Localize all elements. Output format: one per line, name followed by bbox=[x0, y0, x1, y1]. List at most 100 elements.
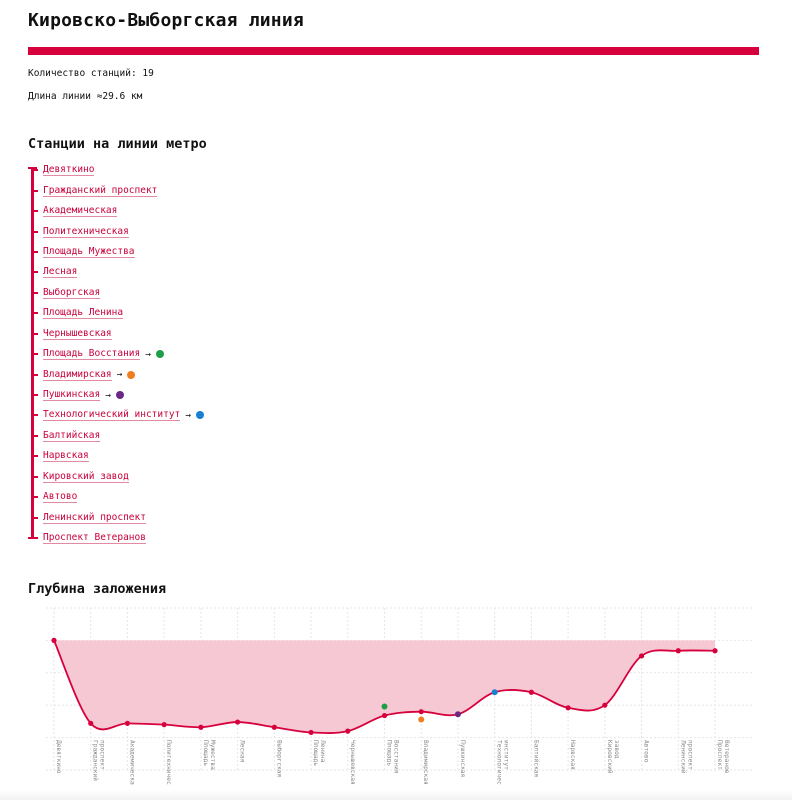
station-tick bbox=[33, 250, 38, 253]
depth-point bbox=[198, 724, 204, 730]
station-link[interactable]: Академическая bbox=[43, 205, 118, 218]
station-tick bbox=[33, 434, 38, 437]
station-tick bbox=[33, 210, 38, 213]
transfer-dot[interactable] bbox=[155, 350, 164, 359]
page-title: Кировско-Выборгская линия bbox=[28, 10, 304, 31]
x-tick-label: Восстания bbox=[393, 740, 400, 774]
station-item: Ленинский проспект bbox=[28, 507, 204, 527]
x-tick-label: Площадь bbox=[202, 740, 209, 766]
depth-point bbox=[675, 648, 681, 654]
x-tick-label: Кировский bbox=[606, 740, 614, 774]
station-tick bbox=[33, 189, 38, 192]
station-item: Девяткино bbox=[28, 160, 204, 180]
x-tick-label: Девяткино bbox=[55, 740, 62, 774]
x-tick-label: Мужества bbox=[209, 740, 216, 770]
station-item: Чернышевская bbox=[28, 324, 204, 344]
station-link[interactable]: Автово bbox=[43, 491, 78, 504]
station-tick bbox=[33, 312, 38, 315]
x-tick-label: завод bbox=[613, 740, 620, 759]
x-tick-label: Ленинский bbox=[679, 740, 687, 774]
station-link[interactable]: Лесная bbox=[43, 266, 78, 279]
stations-list: Девяткино Гражданский проспект Академическ… bbox=[28, 160, 205, 548]
depth-point bbox=[271, 724, 277, 730]
station-tick bbox=[33, 496, 38, 499]
stations-heading: Станции на линии метро bbox=[28, 136, 207, 152]
depth-chart: Девяткино Гражданский проспект Академическа… bbox=[46, 607, 752, 785]
station-link[interactable]: Технологический институт bbox=[43, 409, 181, 422]
depth-heading: Глубина заложения bbox=[28, 581, 167, 597]
x-tick-label: институт bbox=[503, 740, 510, 770]
transfer-dot[interactable] bbox=[127, 370, 136, 379]
depth-point bbox=[51, 637, 57, 643]
transfer-marker bbox=[381, 703, 388, 710]
station-tick bbox=[33, 537, 38, 540]
x-tick-label: проспект bbox=[686, 740, 693, 770]
depth-point bbox=[345, 728, 351, 734]
station-link[interactable]: Политехническая bbox=[43, 225, 129, 238]
line-color-bar bbox=[28, 47, 759, 55]
transfer-dot[interactable] bbox=[115, 391, 124, 400]
x-tick-label: Гражданский bbox=[92, 740, 100, 781]
x-tick-label: Ленина bbox=[319, 740, 326, 763]
depth-point bbox=[712, 648, 718, 654]
station-link[interactable]: Нарвская bbox=[43, 450, 89, 463]
depth-point bbox=[124, 720, 131, 726]
x-tick-label: Площадь bbox=[312, 740, 319, 766]
station-link[interactable]: Площадь Восстания bbox=[43, 348, 141, 361]
station-link[interactable]: Проспект Ветеранов bbox=[43, 532, 146, 545]
x-tick-label: Академическая bbox=[128, 740, 135, 785]
station-link[interactable]: Владимирская bbox=[43, 368, 112, 381]
line-scheme-bar bbox=[31, 168, 34, 539]
stations-count: Количество станций: 19 bbox=[28, 68, 154, 79]
transfer-arrow: → bbox=[116, 369, 123, 381]
depth-point bbox=[418, 709, 424, 715]
station-tick bbox=[33, 332, 38, 335]
transfer-marker bbox=[491, 689, 498, 696]
station-item: Площадь Восстания → bbox=[28, 344, 204, 364]
x-tick-label: Балтийская bbox=[532, 740, 540, 777]
station-item: Политехническая bbox=[28, 221, 204, 241]
station-link[interactable]: Площадь Ленина bbox=[43, 307, 124, 320]
station-item: Площадь Ленина bbox=[28, 303, 204, 323]
station-item: Технологический институт → bbox=[28, 405, 205, 425]
x-tick-label: Пушкинская bbox=[459, 740, 466, 777]
depth-point bbox=[565, 705, 571, 711]
x-tick-label: Ветеранов bbox=[723, 740, 730, 774]
station-item: Балтийская bbox=[28, 426, 204, 446]
station-item: Гражданский проспект bbox=[28, 180, 204, 200]
transfer-dot[interactable] bbox=[196, 411, 205, 420]
x-tick-label: Выборгская bbox=[275, 740, 283, 777]
x-tick-label: Проспект bbox=[716, 740, 723, 770]
x-tick-label: Владимирская bbox=[422, 740, 429, 785]
x-tick-label: Политехническая bbox=[165, 740, 172, 785]
station-item: Кировский завод bbox=[28, 467, 204, 487]
station-link[interactable]: Гражданский проспект bbox=[43, 184, 158, 197]
station-link[interactable]: Чернышевская bbox=[43, 327, 112, 340]
x-tick-label: Лесная bbox=[239, 740, 246, 762]
station-item: Академическая bbox=[28, 201, 204, 221]
station-tick bbox=[33, 394, 38, 397]
station-item: Проспект Ветеранов bbox=[28, 528, 204, 548]
line-length: Длина линии ≈29.6 км bbox=[28, 91, 143, 102]
x-tick-label: Площадь bbox=[386, 740, 393, 766]
station-item: Нарвская bbox=[28, 446, 204, 466]
station-item: Автово bbox=[28, 487, 204, 507]
station-link[interactable]: Кировский завод bbox=[43, 470, 129, 483]
station-link[interactable]: Балтийская bbox=[43, 429, 101, 442]
station-link[interactable]: Девяткино bbox=[43, 164, 95, 177]
transfer-arrow: → bbox=[145, 348, 151, 360]
station-link[interactable]: Ленинский проспект bbox=[43, 511, 146, 524]
depth-point bbox=[381, 712, 388, 719]
depth-point bbox=[528, 689, 534, 695]
station-tick bbox=[33, 475, 38, 478]
station-link[interactable]: Пушкинская bbox=[43, 389, 101, 402]
depth-area bbox=[54, 640, 715, 734]
station-tick bbox=[33, 414, 38, 417]
station-link[interactable]: Площадь Мужества bbox=[43, 245, 135, 258]
x-tick-label: Технологический bbox=[496, 740, 504, 785]
station-link[interactable]: Выборгская bbox=[43, 286, 101, 299]
station-tick bbox=[33, 271, 38, 274]
depth-point bbox=[88, 720, 94, 726]
depth-point bbox=[235, 719, 241, 725]
station-item: Владимирская → bbox=[28, 364, 204, 384]
